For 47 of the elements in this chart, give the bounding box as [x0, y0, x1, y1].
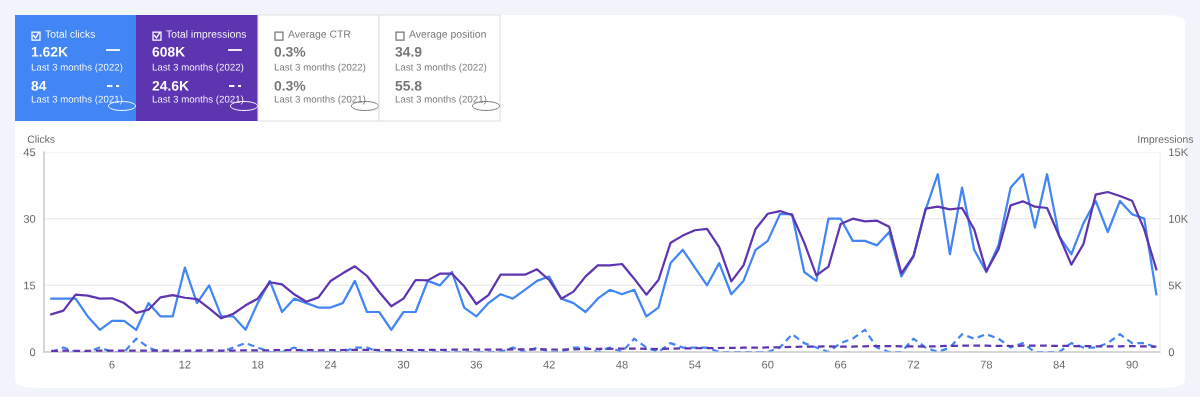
text: Last 3 months (2022): [152, 63, 244, 73]
text: Last 3 months (2021): [395, 95, 487, 105]
x-tick-label: 84: [1053, 360, 1066, 369]
text: 1.62K: [31, 46, 68, 57]
y2-tick-label: 5K: [1168, 281, 1182, 290]
y-tick-label: 30: [23, 214, 36, 223]
y-axis-title: Clicks: [27, 135, 55, 143]
x-tick-label: 36: [470, 360, 483, 369]
y2-tick-label: 10K: [1169, 214, 1188, 223]
x-tick-label: 6: [109, 360, 115, 369]
x-tick-label: 66: [835, 360, 847, 369]
x-tick-label: 18: [252, 360, 264, 369]
x-tick-label: 54: [689, 360, 701, 369]
text: Total clicks: [45, 30, 95, 38]
text: Average CTR: [288, 30, 351, 40]
text: Last 3 months (2022): [274, 63, 366, 73]
text: Last 3 months (2021): [274, 95, 366, 105]
text: 84: [31, 80, 47, 91]
text: 34.9: [395, 46, 422, 57]
text: 0.3%: [274, 46, 306, 57]
line-series: [50, 173, 1158, 331]
y2-tick-label: 15K: [1169, 148, 1188, 157]
x-tick-label: 90: [1126, 360, 1138, 369]
text: Total impressions: [166, 30, 247, 40]
text: Last 3 months (2022): [31, 63, 123, 73]
x-tick-label: 30: [397, 360, 410, 369]
x-tick-label: 42: [543, 360, 555, 369]
y-tick-label: 15: [24, 281, 36, 290]
text: Last 3 months (2021): [152, 95, 244, 105]
x-tick-label: 48: [616, 360, 628, 369]
text: 608K: [152, 46, 186, 57]
y2-tick-label: 0: [1168, 348, 1175, 357]
text: Last 3 months (2022): [395, 63, 487, 73]
line-series: [50, 190, 1158, 320]
x-tick-label: 78: [980, 360, 993, 369]
text: 0.3%: [274, 80, 306, 91]
x-tick-label: 72: [907, 360, 920, 369]
text: Last 3 months (2021): [31, 95, 123, 105]
text: Average position: [409, 30, 486, 40]
y2-axis-title: Impressions: [1138, 135, 1194, 145]
y-tick-label: 45: [23, 148, 36, 157]
y-tick-label: 0: [29, 348, 36, 357]
x-tick-label: 12: [179, 360, 191, 369]
text: 55.8: [395, 80, 422, 91]
x-tick-label: 24: [324, 360, 337, 369]
x-tick-label: 60: [762, 360, 774, 369]
text: 24.6K: [152, 80, 189, 91]
